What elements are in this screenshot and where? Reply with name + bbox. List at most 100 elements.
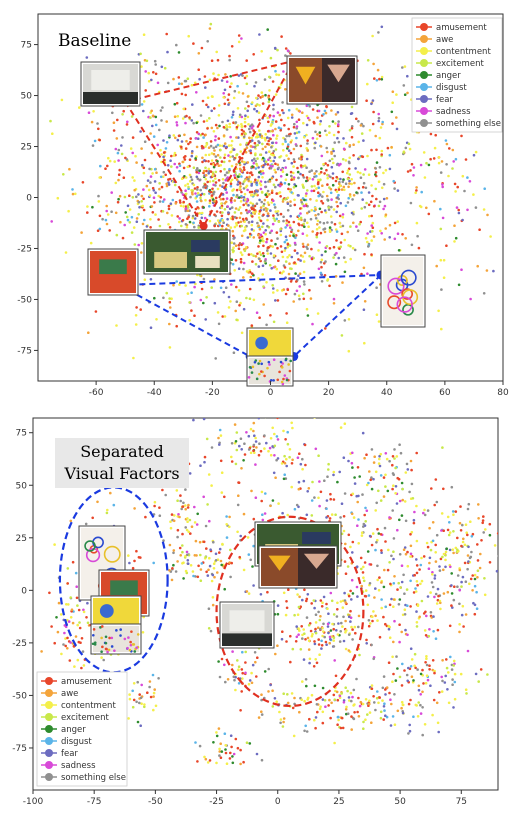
scatter-point [336,480,339,484]
scatter-point [409,533,412,536]
scatter-point [239,200,243,203]
scatter-point [343,319,347,322]
scatter-point [50,220,53,223]
scatter-point [167,207,171,211]
scatter-point [243,442,246,446]
scatter-point [118,194,122,198]
scatter-point [359,556,363,560]
scatter-point [289,140,293,144]
legend-label: something else [436,119,501,129]
scatter-point [308,118,311,122]
scatter-point [404,552,408,556]
scatter-point [285,464,289,468]
scatter-point [350,512,354,516]
scatter-point [293,122,296,126]
scatter-point [380,149,384,153]
scatter-point [190,178,194,181]
scatter-point [268,446,272,450]
scatter-point [474,206,478,209]
scatter-point [282,692,286,695]
scatter-point [72,610,75,613]
scatter-point [137,213,140,216]
scatter-point [248,136,251,140]
scatter-point [235,318,238,322]
scatter-point [416,583,419,587]
scatter-point [168,134,171,137]
scatter-point [91,205,94,209]
scatter-point [342,529,346,533]
scatter-point [173,115,177,118]
scatter-point [396,667,399,670]
scatter-point [347,459,350,463]
scatter-point [342,137,345,140]
scatter-point [277,414,280,417]
scatter-point [134,154,137,158]
scatter-point [346,169,350,172]
scatter-point [332,161,335,165]
scatter-point [419,163,423,167]
scatter-point [208,519,211,523]
scatter-point [313,175,316,179]
scatter-point [199,193,202,197]
scatter-point [200,144,204,148]
scatter-point [189,195,192,199]
scatter-point [107,156,110,160]
scatter-point [210,196,213,199]
scatter-point [374,509,378,512]
scatter-point [370,487,374,491]
scatter-point [421,706,424,709]
scatter-point [301,185,305,188]
scatter-point [326,622,330,626]
scatter-point [283,249,287,252]
scatter-point [254,153,257,157]
scatter-point [182,156,186,159]
scatter-point [359,124,363,127]
scatter-point [322,190,325,194]
scatter-point [285,224,289,227]
scatter-point [339,201,343,205]
scatter-point [96,229,100,232]
scatter-point [155,171,158,174]
scatter-point [264,133,268,136]
scatter-point [405,673,409,677]
scatter-point [92,110,95,113]
scatter-point [216,143,220,147]
scatter-point [441,659,444,662]
scatter-point [316,626,320,629]
scatter-point [408,723,412,727]
scatter-point [175,101,179,105]
scatter-point [271,426,275,430]
scatter-point [205,437,209,441]
scatter-point [175,123,179,127]
scatter-point [229,150,233,154]
scatter-point [344,204,348,208]
scatter-point [414,191,418,195]
scatter-point [232,110,235,114]
scatter-point [306,221,309,225]
scatter-point [366,59,370,62]
scatter-point [450,592,454,595]
scatter-point [252,421,256,425]
scatter-point [219,286,223,290]
scatter-point [215,210,219,213]
scatter-point [300,201,304,204]
scatter-point [335,210,339,214]
scatter-point [235,178,239,181]
scatter-point [409,459,413,463]
scatter-point [482,292,486,295]
scatter-point [236,530,239,534]
scatter-point [140,242,144,245]
scatter-point [344,619,347,623]
scatter-point [316,133,319,136]
scatter-point [297,176,300,180]
artwork-thumbnail [286,55,358,105]
scatter-point [287,157,290,161]
scatter-point [184,569,188,573]
scatter-point [452,706,455,709]
scatter-point [344,601,348,604]
scatter-point [139,696,143,700]
scatter-point [250,184,253,187]
scatter-point [132,356,135,360]
scatter-point [211,174,215,177]
scatter-point [219,219,222,222]
